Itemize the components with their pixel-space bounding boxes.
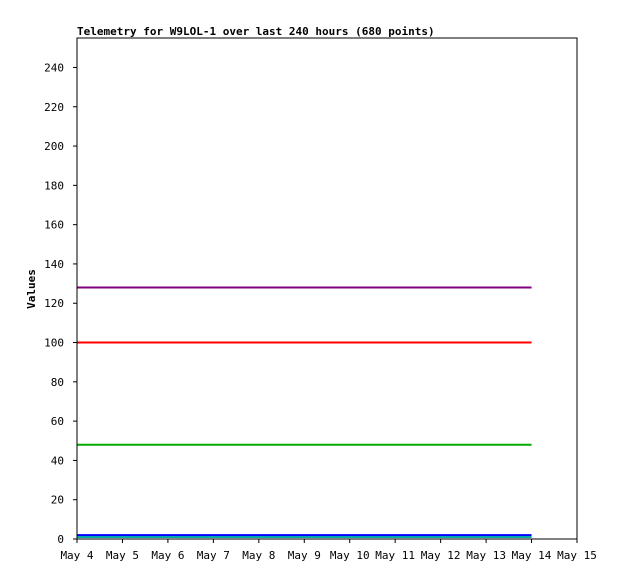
y-tick-label: 160 [44, 219, 64, 232]
y-tick-label: 0 [57, 533, 64, 546]
x-tick-label: May 10 [330, 549, 370, 562]
y-axis-label: Values [25, 269, 38, 309]
y-tick-label: 240 [44, 61, 64, 74]
x-tick-label: May 11 [375, 549, 415, 562]
x-tick-label: May 14 [512, 549, 552, 562]
y-tick-label: 200 [44, 140, 64, 153]
y-tick-label: 20 [51, 494, 64, 507]
y-tick-label: 100 [44, 337, 64, 350]
series-layer [77, 286, 532, 539]
x-tick-label: May 9 [288, 549, 321, 562]
y-tick-label: 40 [51, 454, 64, 467]
y-tick-label: 80 [51, 376, 64, 389]
x-tick-label: May 6 [151, 549, 184, 562]
x-tick-label: May 8 [242, 549, 275, 562]
x-tick-label: May 13 [466, 549, 506, 562]
x-tick-label: May 5 [106, 549, 139, 562]
x-tick-label: May 7 [197, 549, 230, 562]
y-tick-label: 140 [44, 258, 64, 271]
y-tick-label: 60 [51, 415, 64, 428]
x-tick-label: May 15 [557, 549, 597, 562]
y-tick-label: 220 [44, 101, 64, 114]
x-tick-label: May 12 [421, 549, 461, 562]
chart-title: Telemetry for W9LOL-1 over last 240 hour… [77, 25, 435, 38]
plot-frame [76, 37, 578, 540]
y-tick-label: 120 [44, 297, 64, 310]
y-axis: 0 20 40 60 80 100 120 140 160 180 200 220 240 [44, 61, 77, 546]
x-axis: May 4 May 5 May 6 May 7 May 8 May 9 May 10 May … [60, 539, 597, 562]
x-tick-label: May 4 [60, 549, 93, 562]
y-tick-label: 180 [44, 179, 64, 192]
